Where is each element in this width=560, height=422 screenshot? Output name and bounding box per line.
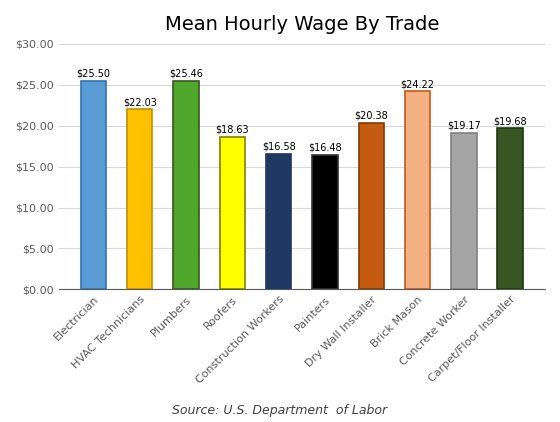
Bar [127,109,152,289]
Bar [220,137,245,289]
Text: $16.58: $16.58 [262,142,296,151]
Title: Mean Hourly Wage By Trade: Mean Hourly Wage By Trade [165,15,439,34]
Bar [358,123,384,289]
Bar [312,154,338,289]
Text: $22.03: $22.03 [123,97,157,107]
Text: $18.63: $18.63 [216,125,249,135]
Text: $25.50: $25.50 [77,69,110,78]
Text: $16.48: $16.48 [308,143,342,152]
Text: $19.17: $19.17 [447,120,480,130]
Bar [405,91,430,289]
Text: $25.46: $25.46 [169,69,203,79]
Bar [266,154,291,289]
Bar [81,81,106,289]
Text: $24.22: $24.22 [400,79,435,89]
Bar [497,128,523,289]
Text: $19.68: $19.68 [493,116,527,126]
Bar [174,81,199,289]
Text: $20.38: $20.38 [354,111,388,121]
Text: Source: U.S. Department  of Labor: Source: U.S. Department of Labor [172,403,388,417]
Bar [451,133,477,289]
